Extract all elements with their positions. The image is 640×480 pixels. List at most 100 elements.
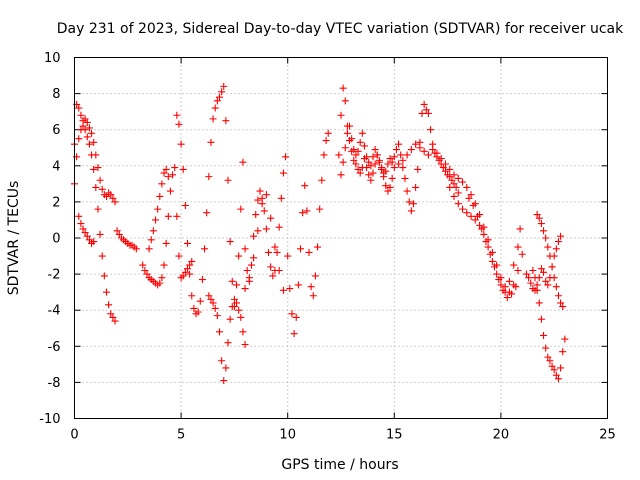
data-point [162, 239, 170, 247]
data-point [175, 120, 183, 128]
data-point [166, 187, 174, 195]
data-point [250, 254, 258, 262]
data-point [220, 82, 228, 90]
data-point [540, 331, 548, 339]
data-point [307, 283, 315, 291]
x-axis-label: GPS time / hours [281, 457, 398, 473]
data-point [88, 151, 96, 159]
data-point [160, 261, 168, 269]
data-point [183, 265, 191, 273]
data-point [343, 129, 351, 137]
data-point [154, 205, 162, 213]
data-point [164, 212, 172, 220]
data-point [459, 205, 467, 213]
data-point [514, 266, 522, 274]
data-point [322, 137, 330, 145]
data-point [493, 270, 501, 278]
y-tick-label: -4 [48, 304, 61, 319]
data-point [550, 252, 558, 260]
data-point [360, 142, 368, 150]
data-point [544, 353, 552, 361]
y-tick-label: 2 [52, 195, 60, 210]
data-point [412, 183, 420, 191]
data-point [356, 138, 364, 146]
data-point [369, 169, 377, 177]
data-point [399, 164, 407, 172]
data-point [448, 176, 456, 184]
data-point [100, 272, 108, 280]
data-point [177, 140, 185, 148]
data-point [245, 274, 253, 282]
chart-title: Day 231 of 2023, Sidereal Day-to-day VTE… [57, 21, 624, 37]
data-point [503, 294, 511, 302]
data-point [552, 283, 560, 291]
data-point [367, 162, 375, 170]
data-point [243, 266, 251, 274]
data-point [211, 304, 219, 312]
data-point [512, 283, 520, 291]
data-point [303, 207, 311, 215]
data-point [181, 202, 189, 210]
data-point [205, 292, 213, 300]
data-point [529, 266, 537, 274]
data-point [290, 330, 298, 338]
data-point [98, 185, 106, 193]
data-point [169, 171, 177, 179]
grid [74, 57, 608, 419]
data-point [94, 164, 102, 172]
data-point [85, 140, 93, 148]
data-point [446, 183, 454, 191]
data-point [395, 160, 403, 168]
data-point [160, 169, 168, 177]
data-point [554, 292, 562, 300]
data-point [452, 183, 460, 191]
data-point [510, 261, 518, 269]
data-point [386, 183, 394, 191]
data-point [207, 295, 215, 303]
data-point [92, 183, 100, 191]
data-point [205, 173, 213, 181]
y-tick-label: -6 [48, 340, 61, 355]
data-point [228, 303, 236, 311]
data-point [75, 212, 83, 220]
data-point [226, 238, 234, 246]
data-point [173, 212, 181, 220]
data-point [537, 315, 545, 323]
data-point [518, 250, 526, 258]
data-point [209, 115, 217, 123]
data-point [505, 277, 513, 285]
data-point [514, 243, 522, 251]
data-point [284, 252, 292, 260]
x-tick-label: 20 [493, 428, 510, 443]
data-point [102, 192, 110, 200]
data-point [341, 144, 349, 152]
data-point [271, 243, 279, 251]
data-point [516, 225, 524, 233]
data-point [211, 104, 219, 112]
data-point [439, 164, 447, 172]
data-point [218, 357, 226, 365]
data-point [535, 299, 543, 307]
data-point [267, 214, 275, 222]
x-tick-label: 0 [70, 428, 78, 443]
data-point [275, 223, 283, 231]
data-point [352, 160, 360, 168]
data-point [554, 238, 562, 246]
data-point [358, 129, 366, 137]
data-point [314, 243, 322, 251]
y-axis-label: SDTVAR / TECUs [6, 181, 22, 296]
data-point [433, 149, 441, 157]
data-point [495, 276, 503, 284]
data-point [90, 238, 98, 246]
x-tick-label: 5 [177, 428, 185, 443]
data-point [96, 230, 104, 238]
data-point [469, 202, 477, 210]
data-point [226, 315, 234, 323]
data-point [537, 265, 545, 273]
data-point [318, 176, 326, 184]
data-point [241, 245, 249, 253]
data-point [480, 230, 488, 238]
data-point [203, 209, 211, 217]
data-point [471, 216, 479, 224]
data-point [277, 194, 285, 202]
